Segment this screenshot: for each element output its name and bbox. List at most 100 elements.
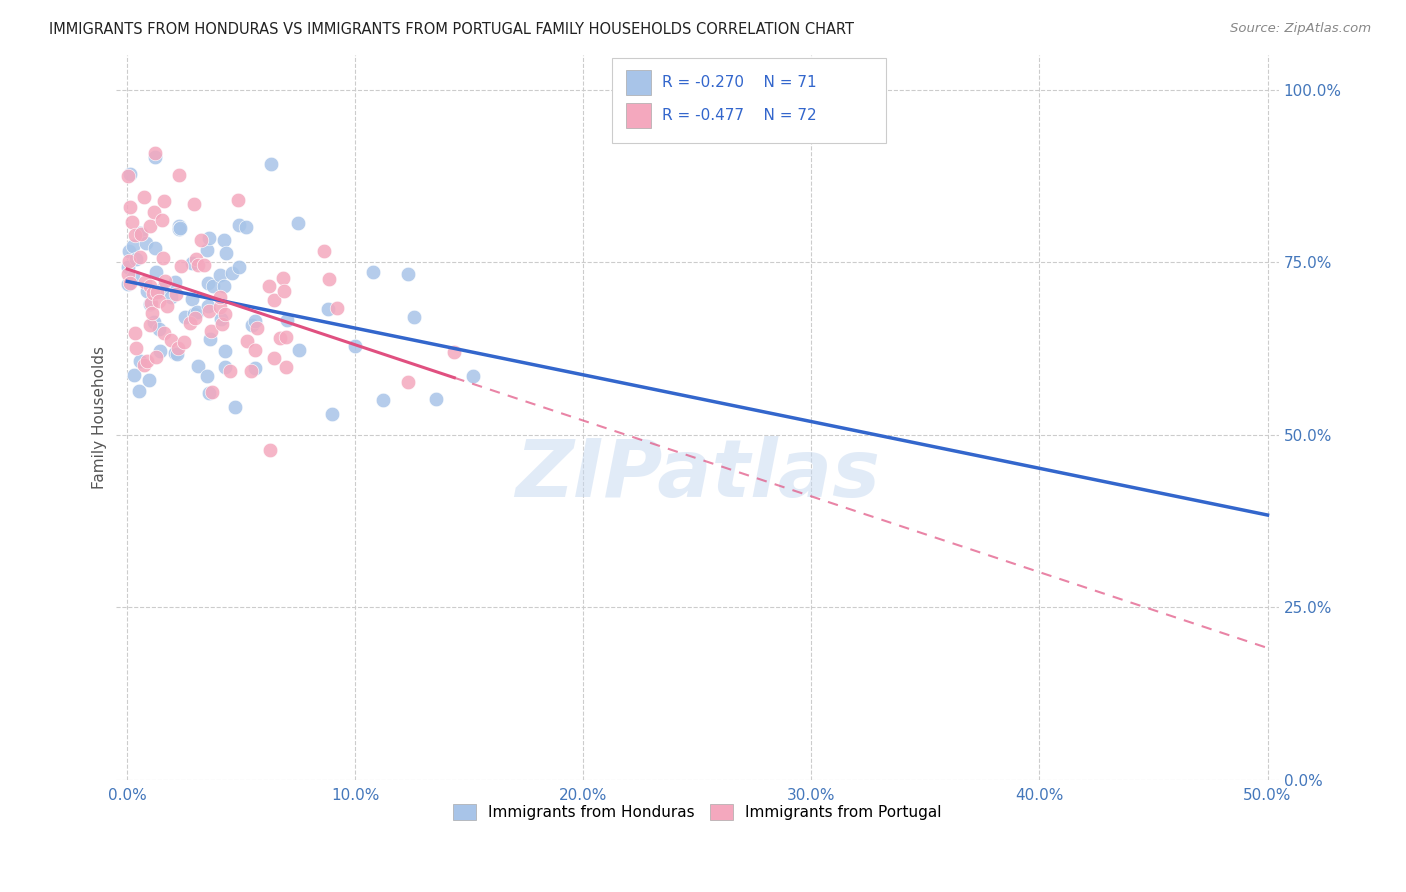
- Point: [139, 297, 162, 311]
- Point: [314, 244, 336, 258]
- Point: [221, 267, 243, 281]
- Point: [129, 354, 152, 368]
- Point: [269, 331, 291, 345]
- Point: [163, 346, 186, 360]
- Point: [167, 222, 190, 236]
- Text: R = -0.270    N = 71: R = -0.270 N = 71: [662, 76, 817, 90]
- Point: [211, 317, 233, 331]
- Point: [117, 260, 139, 275]
- Point: [134, 359, 156, 373]
- Point: [190, 233, 212, 247]
- Point: [167, 219, 190, 234]
- Point: [257, 279, 280, 293]
- Point: [208, 268, 231, 282]
- Point: [245, 360, 267, 375]
- Point: [214, 307, 236, 321]
- Text: R = -0.477    N = 72: R = -0.477 N = 72: [662, 109, 817, 123]
- Point: [134, 275, 156, 289]
- Y-axis label: Family Households: Family Households: [93, 346, 107, 489]
- Point: [153, 326, 176, 341]
- Point: [142, 285, 165, 300]
- Point: [118, 167, 141, 181]
- Point: [120, 276, 142, 290]
- Point: [120, 201, 142, 215]
- Point: [288, 343, 311, 357]
- Point: [141, 306, 163, 320]
- Point: [186, 305, 208, 319]
- Point: [187, 258, 209, 272]
- Point: [135, 235, 157, 250]
- Point: [209, 290, 232, 304]
- Point: [165, 275, 187, 289]
- Point: [425, 392, 447, 406]
- Point: [129, 226, 152, 240]
- Point: [159, 290, 181, 304]
- Point: [276, 313, 298, 327]
- Point: [187, 359, 209, 374]
- Point: [180, 292, 202, 306]
- Point: [201, 385, 224, 400]
- Point: [149, 344, 172, 359]
- Point: [166, 346, 188, 360]
- Point: [186, 252, 208, 266]
- Point: [198, 303, 221, 318]
- Text: Source: ZipAtlas.com: Source: ZipAtlas.com: [1230, 22, 1371, 36]
- Point: [150, 282, 173, 296]
- Point: [316, 302, 339, 317]
- Point: [139, 219, 162, 233]
- Point: [195, 243, 218, 257]
- Point: [135, 354, 157, 368]
- Point: [128, 384, 150, 398]
- Point: [271, 271, 294, 285]
- Point: [260, 157, 283, 171]
- Point: [215, 246, 238, 260]
- Point: [165, 287, 187, 301]
- Point: [214, 359, 236, 374]
- Point: [138, 373, 160, 387]
- Point: [125, 341, 148, 355]
- Point: [152, 213, 174, 227]
- Point: [122, 269, 145, 284]
- Point: [143, 145, 166, 160]
- Point: [169, 260, 191, 274]
- Text: IMMIGRANTS FROM HONDURAS VS IMMIGRANTS FROM PORTUGAL FAMILY HOUSEHOLDS CORRELATI: IMMIGRANTS FROM HONDURAS VS IMMIGRANTS F…: [49, 22, 855, 37]
- Point: [198, 333, 221, 347]
- Point: [143, 150, 166, 164]
- Point: [209, 311, 232, 326]
- Point: [118, 253, 141, 268]
- Point: [240, 318, 263, 333]
- Point: [148, 322, 170, 336]
- Point: [209, 300, 232, 314]
- Point: [228, 218, 250, 232]
- Point: [118, 244, 141, 258]
- Point: [183, 307, 205, 321]
- Point: [193, 258, 215, 272]
- Point: [134, 189, 156, 203]
- Point: [179, 316, 201, 330]
- Point: [245, 343, 267, 357]
- Point: [117, 169, 139, 183]
- Point: [183, 197, 205, 211]
- Point: [235, 219, 257, 234]
- Point: [136, 285, 159, 299]
- Point: [259, 442, 281, 457]
- Point: [124, 326, 146, 341]
- Point: [287, 216, 309, 230]
- Point: [236, 334, 259, 349]
- Point: [169, 221, 191, 235]
- Point: [218, 364, 240, 378]
- Point: [122, 368, 145, 383]
- Point: [396, 375, 419, 389]
- Point: [129, 251, 152, 265]
- Point: [396, 267, 419, 281]
- Point: [143, 205, 166, 219]
- Point: [214, 279, 236, 293]
- Point: [173, 334, 195, 349]
- Point: [373, 393, 395, 408]
- Text: ZIPatlas: ZIPatlas: [515, 436, 880, 515]
- Legend: Immigrants from Honduras, Immigrants from Portugal: Immigrants from Honduras, Immigrants fro…: [447, 797, 948, 826]
- Point: [321, 407, 343, 421]
- Point: [145, 350, 167, 364]
- Point: [276, 359, 298, 374]
- Point: [276, 329, 298, 343]
